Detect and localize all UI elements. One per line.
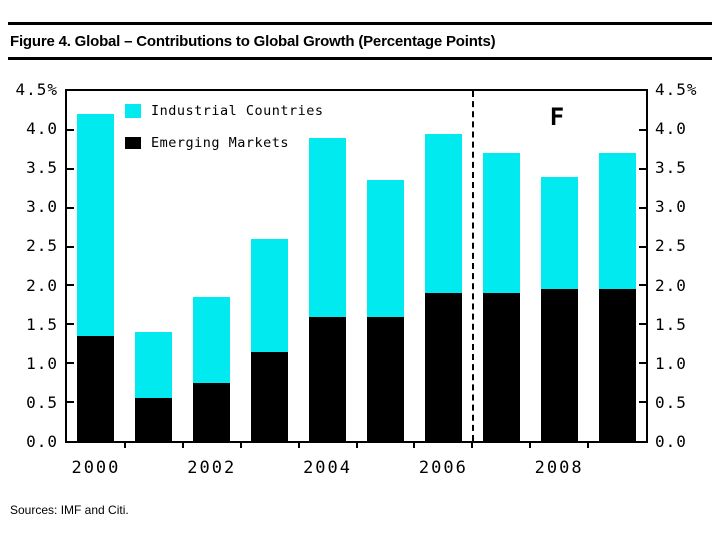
- x-tick-label: 2002: [187, 458, 237, 478]
- x-tick-mark: [413, 443, 416, 448]
- bar-segment-industrial-countries: [366, 180, 404, 317]
- plot-area: Industrial Countries Emerging Markets F: [65, 89, 648, 448]
- y-tick-label: 3.0: [655, 197, 687, 217]
- bar-segment-industrial-countries: [135, 332, 173, 399]
- y-tick-mark: [67, 323, 74, 326]
- y-tick-mark: [67, 128, 74, 131]
- title-underline-rule: [8, 57, 712, 60]
- y-tick-label: 2.5: [655, 236, 687, 256]
- y-tick-mark: [639, 323, 646, 326]
- y-tick-label: 2.0: [655, 275, 687, 295]
- bar-segment-industrial-countries: [540, 176, 578, 290]
- bar-2007: [482, 153, 520, 441]
- bar-segment-industrial-countries: [598, 153, 636, 290]
- y-tick-mark: [639, 167, 646, 170]
- y-tick-label: 2.5: [26, 236, 58, 256]
- y-tick-label: 3.5: [26, 158, 58, 178]
- y-tick-mark: [67, 245, 74, 248]
- y-tick-mark: [639, 284, 646, 287]
- y-tick-label: 3.0: [26, 197, 58, 217]
- y-tick-label: 0.0: [655, 432, 687, 451]
- bar-2000: [77, 114, 115, 441]
- y-tick-mark: [67, 362, 74, 365]
- x-tick-mark: [529, 443, 532, 448]
- forecast-flag-label: F: [549, 103, 565, 131]
- y-tick-mark: [639, 128, 646, 131]
- bar-segment-industrial-countries: [482, 153, 520, 294]
- x-tick-label: 2000: [71, 458, 121, 478]
- bar-segment-industrial-countries: [309, 137, 347, 317]
- bar-2002: [193, 297, 231, 441]
- x-tick-label: 2008: [534, 458, 584, 478]
- bar-2001: [135, 332, 173, 441]
- y-tick-mark: [639, 206, 646, 209]
- legend-label-emerging: Emerging Markets: [151, 135, 290, 151]
- x-tick-mark: [355, 443, 358, 448]
- bar-segment-industrial-countries: [193, 297, 231, 383]
- source-note: Sources: IMF and Citi.: [10, 503, 129, 517]
- y-tick-mark: [67, 167, 74, 170]
- forecast-divider-line: [472, 91, 475, 441]
- figure-title: Figure 4. Global – Contributions to Glob…: [10, 33, 496, 50]
- y-tick-label: 1.0: [655, 353, 687, 373]
- bar-2005: [366, 180, 404, 441]
- bar-segment-emerging-markets: [193, 382, 231, 441]
- legend-label-industrial: Industrial Countries: [151, 103, 324, 119]
- legend-item-emerging-markets: Emerging Markets: [125, 131, 324, 155]
- y-tick-mark: [67, 206, 74, 209]
- x-tick-mark: [587, 443, 590, 448]
- bar-segment-industrial-countries: [251, 238, 289, 352]
- bar-segment-emerging-markets: [251, 351, 289, 441]
- bar-2008: [540, 176, 578, 441]
- bar-segment-emerging-markets: [77, 336, 115, 441]
- x-tick-label: 2006: [418, 458, 468, 478]
- y-tick-mark: [67, 284, 74, 287]
- x-tick-mark: [297, 443, 300, 448]
- legend-swatch-industrial-icon: [125, 104, 141, 118]
- y-tick-label: 4.0: [655, 119, 687, 139]
- bar-segment-emerging-markets: [598, 289, 636, 441]
- y-tick-mark: [639, 401, 646, 404]
- y-tick-label: 1.5: [26, 314, 58, 334]
- y-tick-label: 3.5: [655, 158, 687, 178]
- y-tick-mark: [67, 401, 74, 404]
- bar-2003: [251, 238, 289, 441]
- x-tick-mark: [239, 443, 242, 448]
- y-tick-label: 4.5%: [655, 80, 698, 99]
- top-rule: [8, 22, 712, 25]
- y-tick-label: 0.5: [655, 392, 687, 412]
- bar-segment-emerging-markets: [540, 289, 578, 441]
- bar-segment-industrial-countries: [77, 114, 115, 336]
- y-tick-mark: [639, 362, 646, 365]
- y-tick-label: 1.5: [655, 314, 687, 334]
- bar-segment-emerging-markets: [366, 316, 404, 441]
- y-tick-label: 4.5%: [15, 80, 58, 99]
- y-tick-label: 0.5: [26, 392, 58, 412]
- y-tick-label: 4.0: [26, 119, 58, 139]
- y-tick-label: 1.0: [26, 353, 58, 373]
- x-tick-mark: [471, 443, 474, 448]
- bar-segment-industrial-countries: [424, 133, 462, 294]
- bar-2006: [424, 133, 462, 441]
- legend-item-industrial-countries: Industrial Countries: [125, 99, 324, 123]
- y-tick-label: 2.0: [26, 275, 58, 295]
- legend: Industrial Countries Emerging Markets: [125, 99, 324, 163]
- legend-swatch-emerging-icon: [125, 137, 141, 149]
- bar-segment-emerging-markets: [482, 293, 520, 441]
- y-tick-mark: [639, 245, 646, 248]
- bar-segment-emerging-markets: [309, 316, 347, 441]
- x-tick-label: 2004: [303, 458, 353, 478]
- bar-2009: [598, 153, 636, 441]
- bar-segment-emerging-markets: [135, 398, 173, 441]
- y-tick-label: 0.0: [26, 432, 58, 451]
- bar-segment-emerging-markets: [424, 293, 462, 441]
- x-tick-mark: [123, 443, 126, 448]
- bar-2004: [309, 137, 347, 441]
- x-tick-mark: [181, 443, 184, 448]
